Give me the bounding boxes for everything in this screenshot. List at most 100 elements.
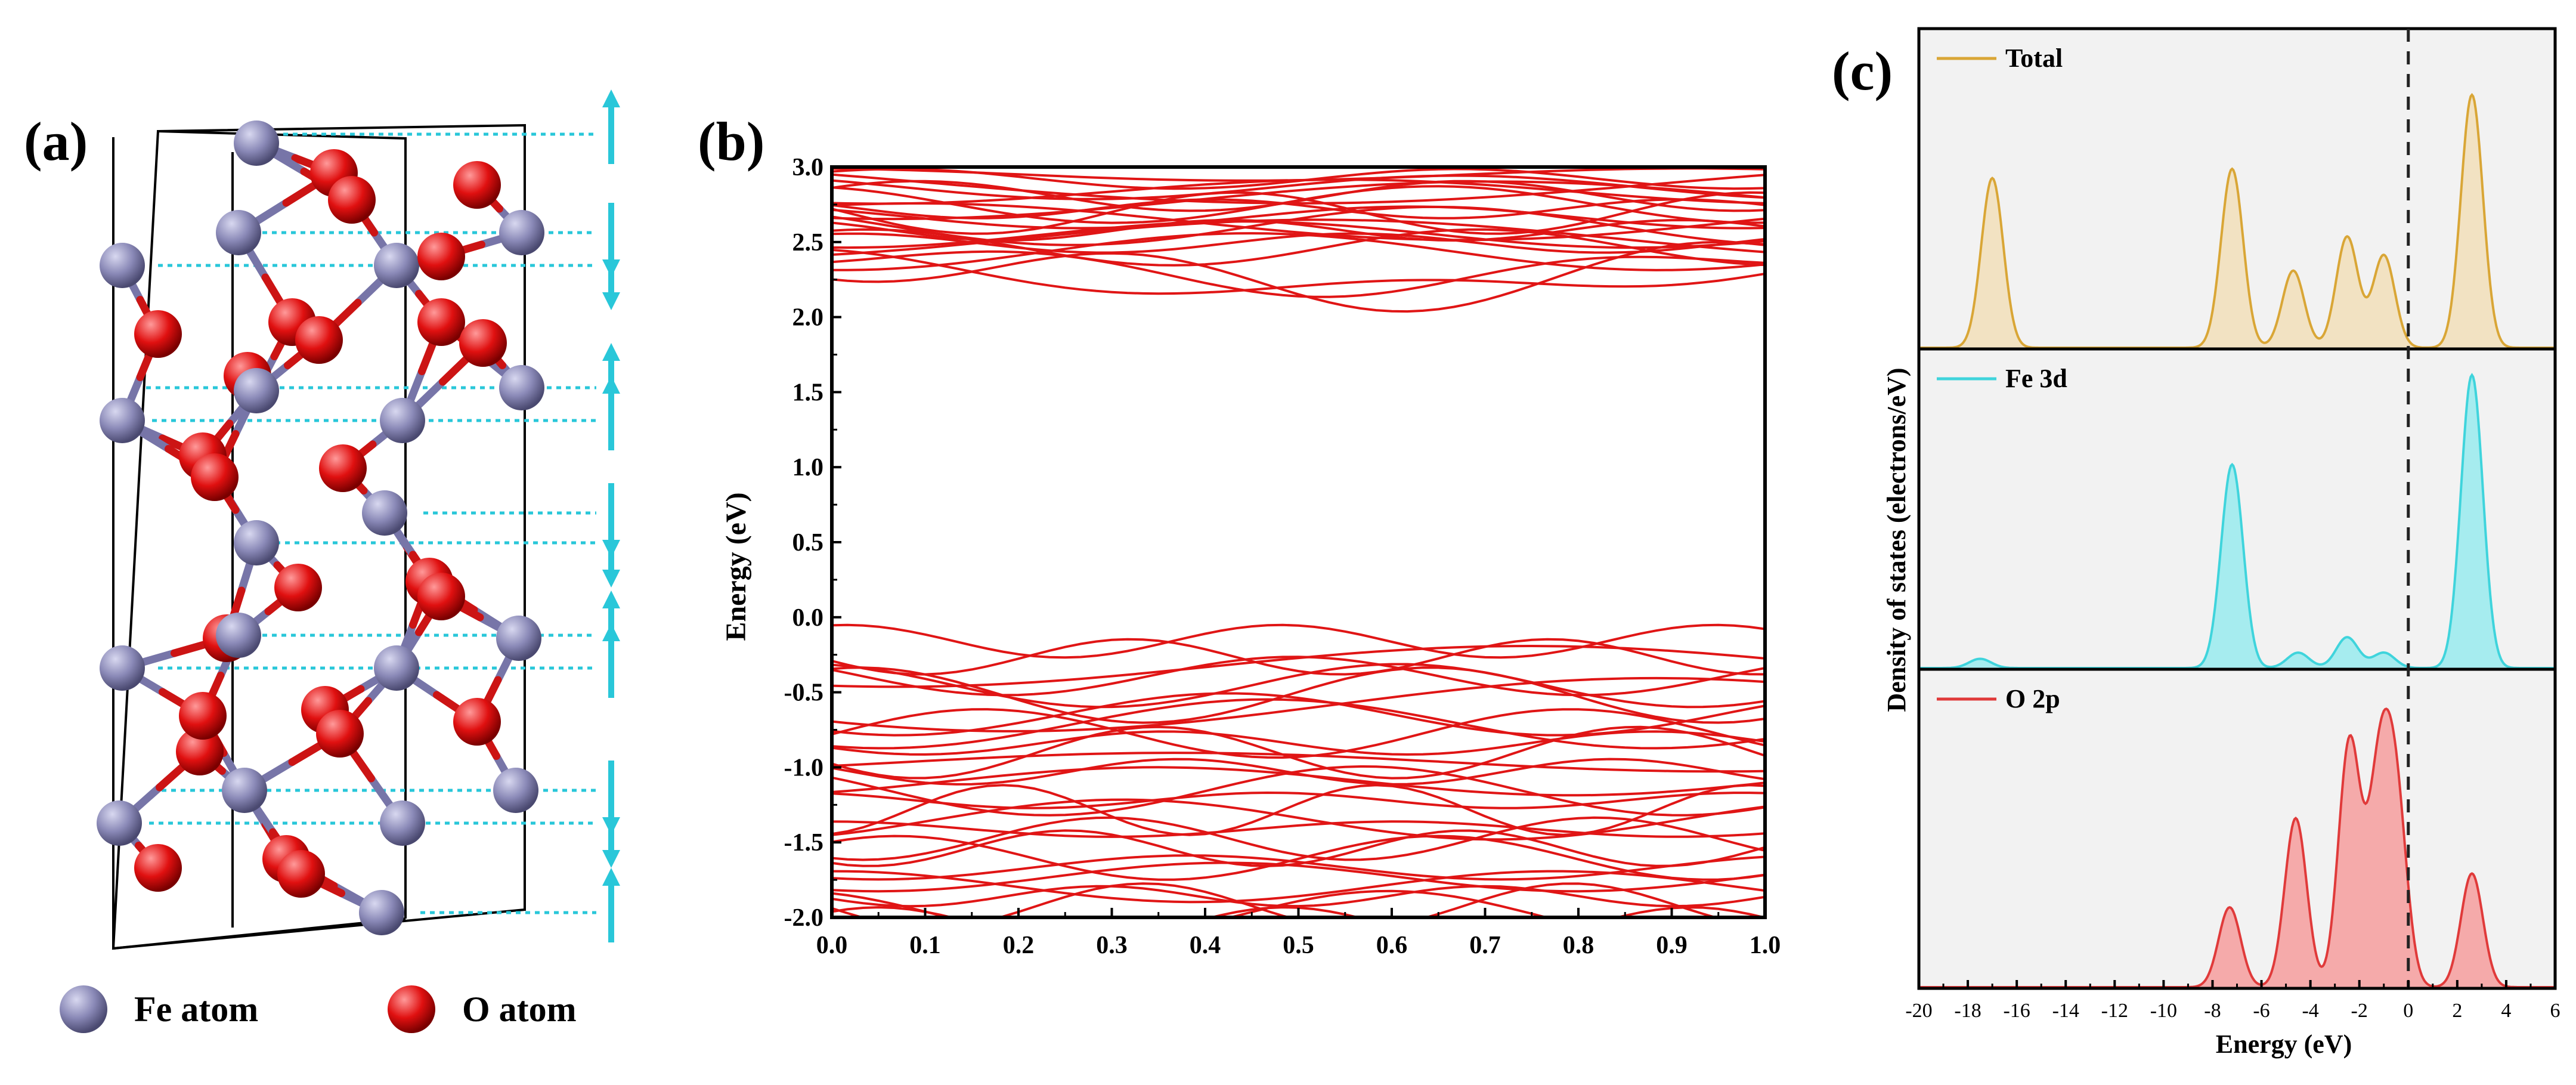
dos-series-0: Total — [1917, 27, 2557, 351]
dos-x-tick-label: -2 — [2351, 1000, 2368, 1022]
fe-atom-13 — [222, 768, 267, 813]
valence-band-27 — [832, 882, 1720, 917]
dos-series-2: O 2p — [1917, 667, 2557, 990]
valence-band-9 — [832, 708, 1765, 759]
band-y-tick-label: 1.0 — [792, 454, 824, 481]
band-x-tick-label: 0.7 — [1469, 932, 1501, 959]
conduction-band-21 — [832, 167, 1765, 182]
dos-x-tick-label: 2 — [2452, 1000, 2462, 1022]
atoms — [97, 120, 544, 935]
atom-legend: Fe atom O atom — [60, 985, 577, 1033]
dos-x-ticks: -20 -18 -16 -14 -12 -10 -8 -6 -4 -2 0 2 4 6 — [1905, 980, 2560, 1022]
conduction-band-11 — [832, 205, 1765, 230]
conduction-band-5 — [832, 232, 1765, 254]
dos-x-tick-label: -8 — [2204, 1000, 2221, 1022]
conduction-band-13 — [832, 198, 1765, 220]
valence-band-20 — [832, 816, 1765, 861]
panel-c: (c) Density of states (electrons/eV) Tot… — [1832, 27, 2560, 1059]
dos-legend-label: O 2p — [2005, 684, 2060, 713]
band-x-tick-label: 0.3 — [1096, 932, 1128, 959]
o-atom-37 — [417, 573, 465, 620]
valence-band-10 — [832, 730, 1765, 756]
o-atom-40 — [459, 319, 507, 367]
o-legend-label: O atom — [462, 990, 577, 1029]
fe-atom-0 — [97, 800, 142, 846]
band-x-tick-label: 0.8 — [1563, 932, 1594, 959]
valence-band-28 — [832, 889, 1552, 917]
fe-legend-label: Fe atom — [134, 990, 258, 1029]
dos-series-1: Fe 3d — [1917, 347, 2557, 671]
o-atom-4 — [134, 310, 182, 358]
o-legend-marker — [388, 985, 435, 1033]
o-atom-22 — [295, 316, 343, 364]
dos-x-tick-label: -10 — [2150, 1000, 2177, 1022]
band-y-tick-label: 2.0 — [792, 304, 824, 332]
valence-band-25 — [832, 870, 1765, 904]
band-y-tick-label: -2.0 — [784, 904, 824, 932]
o-atom-26 — [319, 444, 367, 492]
o-atom-6 — [176, 728, 224, 775]
fe-atom-32 — [380, 398, 425, 443]
fe-atom-30 — [374, 243, 419, 288]
fe-atom-41 — [493, 768, 538, 813]
dos-x-tick-label: 0 — [2403, 1000, 2413, 1022]
fe-atom-42 — [496, 616, 541, 661]
fe-atom-17 — [234, 520, 279, 565]
o-atom-27 — [328, 176, 376, 224]
valence-band-4 — [832, 663, 1765, 709]
o-atom-21 — [277, 850, 325, 898]
valence-band-5 — [832, 666, 1765, 724]
valence-band-6 — [832, 676, 1765, 732]
conduction-band-18 — [832, 174, 1765, 200]
band-x-tick-label: 0.0 — [816, 932, 848, 959]
panel-b-label: (b) — [698, 111, 764, 172]
fe-atom-33 — [380, 800, 425, 846]
band-lines — [832, 167, 1765, 917]
dos-x-tick-label: 6 — [2550, 1000, 2560, 1022]
fe-atom-43 — [499, 210, 544, 255]
dos-x-tick-label: -20 — [1905, 1000, 1932, 1022]
band-x-tick-label: 0.5 — [1283, 932, 1314, 959]
conduction-band-0 — [832, 249, 1765, 295]
o-atom-20 — [274, 564, 322, 611]
valence-band-2 — [832, 644, 1765, 688]
panel-b: (b) Energy (eV) -2.0 -1.5 -1.0 -0.5 0.0 0.5 1.… — [698, 111, 1781, 959]
o-atom-35 — [417, 233, 465, 280]
conduction-band-19 — [832, 173, 1765, 205]
conduction-band-9 — [832, 205, 1765, 246]
fe-atom-3 — [100, 645, 145, 691]
valence-band-0 — [832, 623, 1765, 659]
valence-band-19 — [832, 820, 1765, 838]
band-y-tick-label: -1.5 — [784, 829, 824, 857]
fe-atom-12 — [216, 613, 261, 658]
band-x-tick-label: 1.0 — [1750, 932, 1781, 959]
band-plot: -2.0 -1.5 -1.0 -0.5 0.0 0.5 1.0 1.5 2.0 2.5 3.0 0.0… — [784, 154, 1781, 959]
fe-atom-15 — [234, 120, 279, 166]
band-y-axis-title: Energy (eV) — [720, 492, 752, 641]
valence-band-21 — [832, 829, 1765, 867]
band-x-tick-label: 0.1 — [909, 932, 941, 959]
dos-legend-label: Fe 3d — [2005, 364, 2067, 393]
dos-area-fill — [1919, 95, 2555, 348]
o-atom-36 — [417, 298, 465, 346]
panel-a-label: (a) — [24, 111, 88, 172]
dos-curve — [1919, 92, 2555, 349]
o-atom-8 — [179, 692, 227, 740]
valence-band-29 — [832, 906, 1765, 917]
valence-band-1 — [832, 638, 1765, 676]
band-x-tick-label: 0.2 — [1003, 932, 1035, 959]
panel-a: (a) Fe atom O atom — [24, 89, 620, 1033]
valence-band-8 — [832, 698, 1765, 750]
conduction-band-2 — [832, 250, 1765, 298]
dos-area-fill — [1919, 709, 2555, 987]
valence-band-18 — [832, 798, 1765, 841]
band-y-ticks: -2.0 -1.5 -1.0 -0.5 0.0 0.5 1.0 1.5 2.0 2.5 3.0 — [784, 154, 841, 932]
conduction-band-12 — [832, 191, 1765, 235]
o-atom-38 — [453, 161, 501, 209]
conduction-band-16 — [832, 180, 1765, 212]
valence-band-26 — [832, 885, 1765, 908]
o-atom-39 — [453, 698, 501, 746]
valence-band-22 — [832, 834, 1765, 881]
